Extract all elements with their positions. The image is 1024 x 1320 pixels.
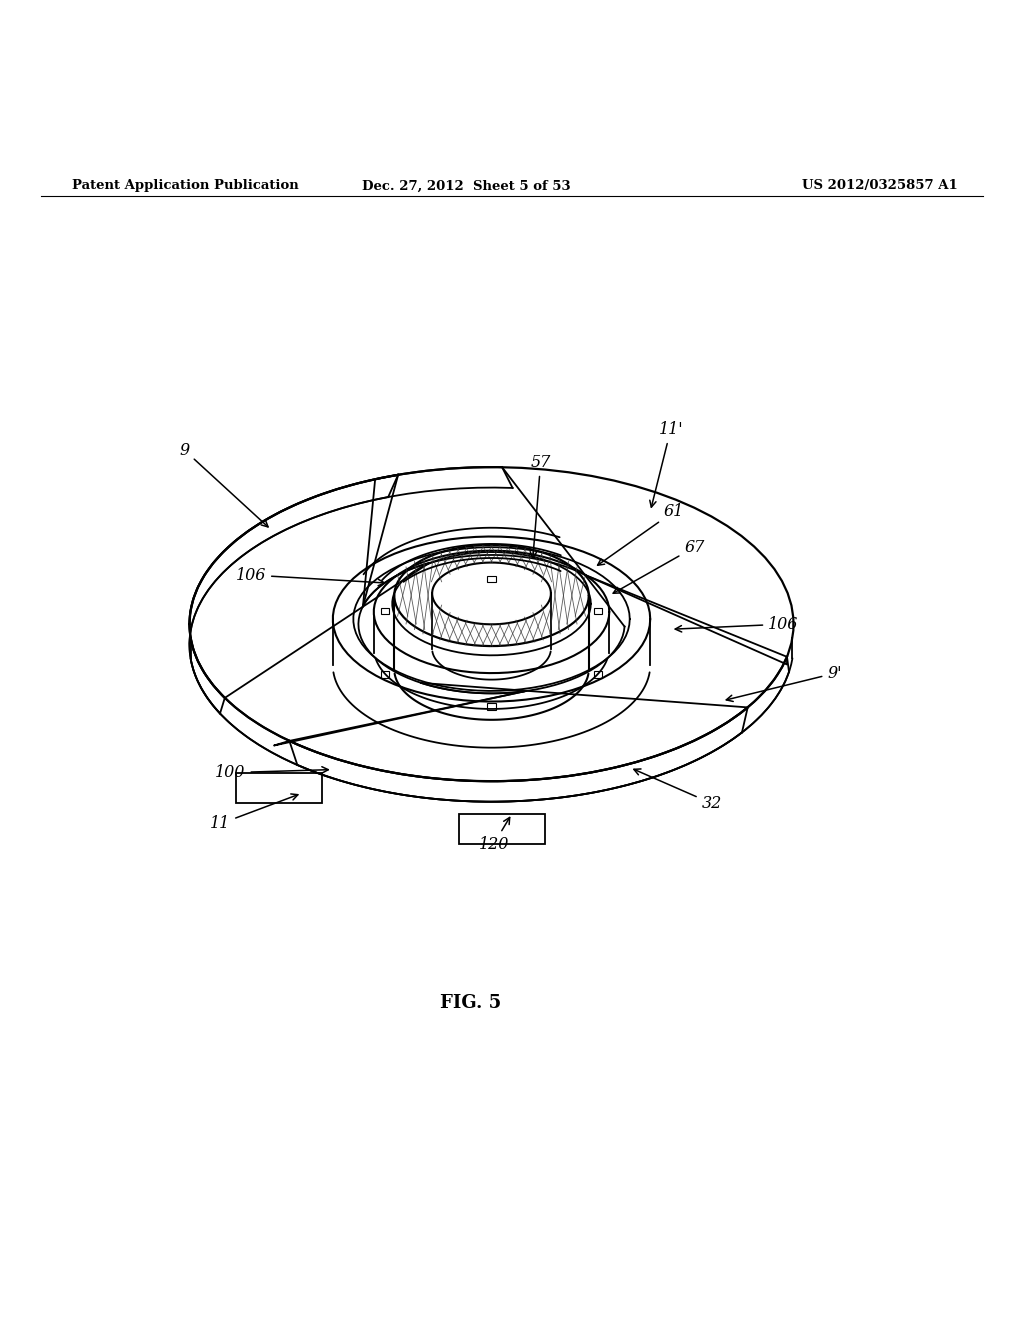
Text: 11': 11' <box>650 421 683 507</box>
Text: Dec. 27, 2012  Sheet 5 of 53: Dec. 27, 2012 Sheet 5 of 53 <box>361 180 570 193</box>
Text: 32: 32 <box>634 770 722 812</box>
Text: 106: 106 <box>675 615 799 632</box>
Bar <box>487 704 496 710</box>
Text: Patent Application Publication: Patent Application Publication <box>72 180 298 193</box>
Text: US 2012/0325857 A1: US 2012/0325857 A1 <box>802 180 957 193</box>
Bar <box>594 672 602 677</box>
Text: FIG. 5: FIG. 5 <box>440 994 502 1012</box>
Text: 9: 9 <box>179 442 268 527</box>
Text: 57: 57 <box>530 454 551 558</box>
Text: 120: 120 <box>478 817 510 853</box>
Bar <box>381 607 389 614</box>
Bar <box>594 607 602 614</box>
Text: 11: 11 <box>210 793 298 833</box>
Text: 106: 106 <box>236 566 385 586</box>
Bar <box>381 672 389 677</box>
Text: 61: 61 <box>598 503 684 565</box>
Text: 67: 67 <box>613 539 705 593</box>
Text: 9': 9' <box>726 665 842 701</box>
Text: 100: 100 <box>215 764 329 781</box>
Bar <box>487 576 496 582</box>
